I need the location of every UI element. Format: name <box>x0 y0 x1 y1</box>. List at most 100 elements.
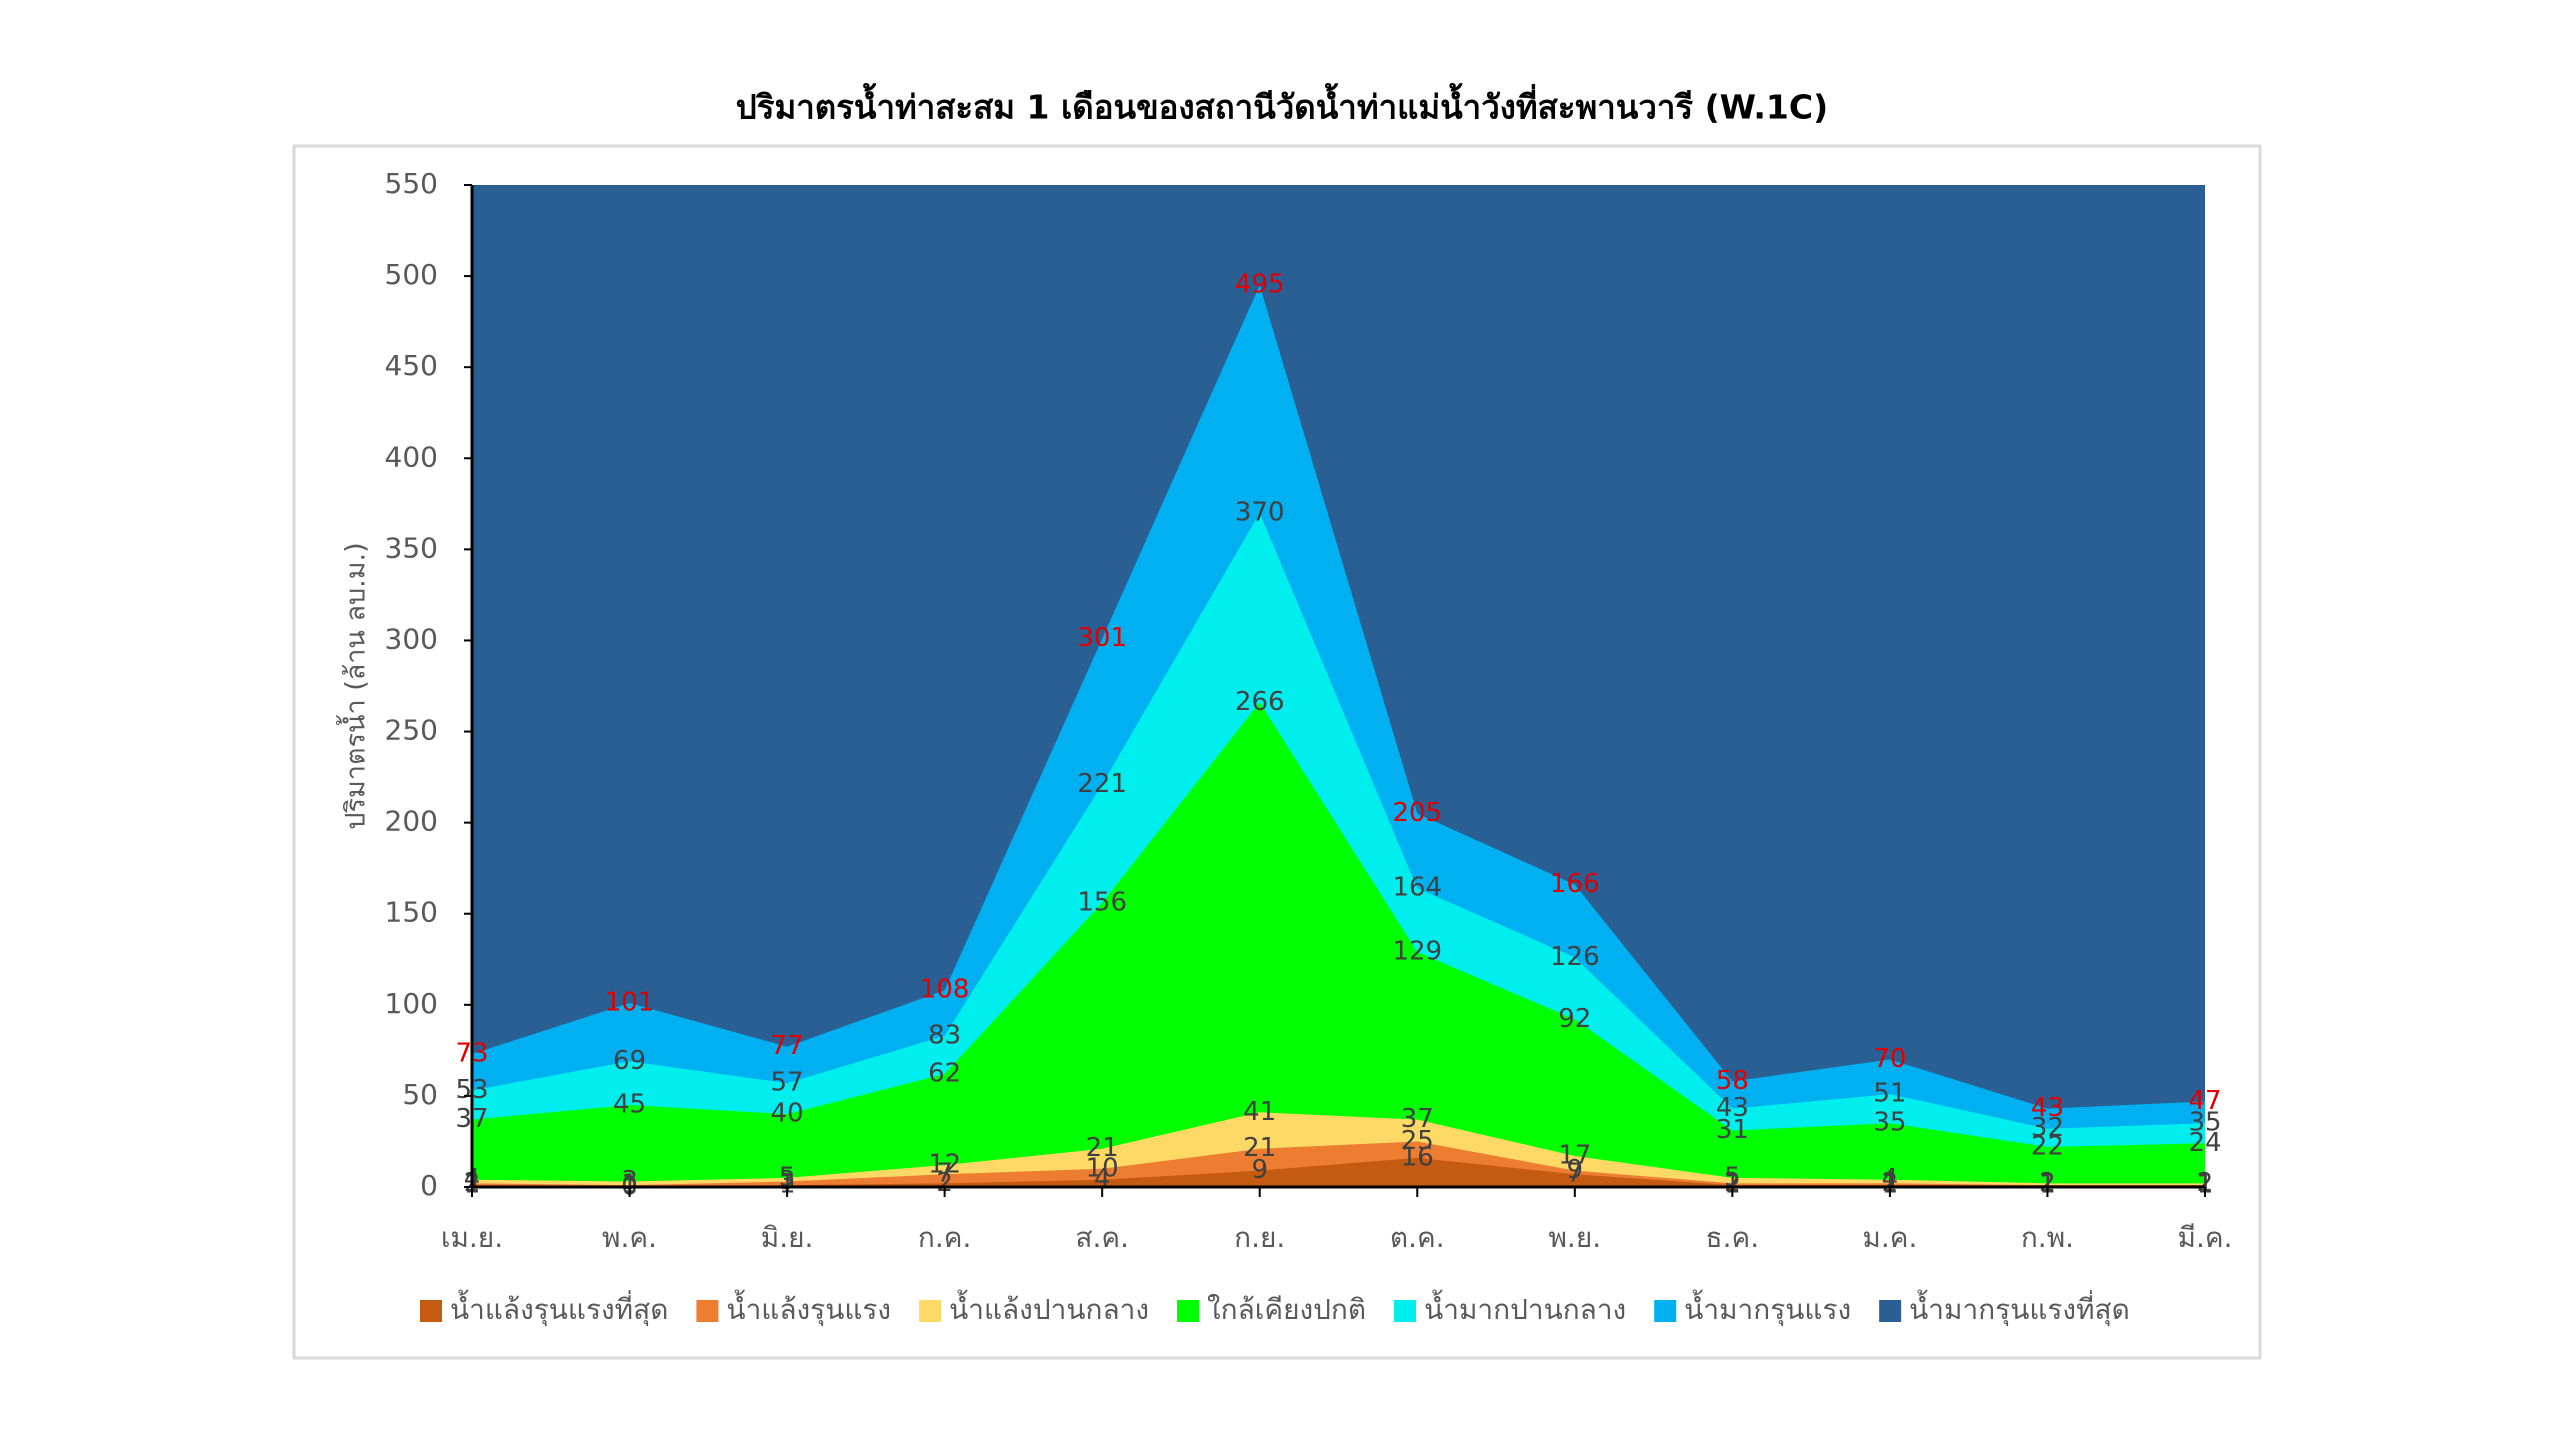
data-label: 12 <box>928 1150 961 1180</box>
data-label: 2 <box>2197 1168 2214 1198</box>
data-label: 83 <box>928 1020 961 1050</box>
data-label: 92 <box>1558 1004 1591 1034</box>
data-label: 40 <box>771 1099 804 1129</box>
legend-label: น้ำมากรุนแรงที่สุด <box>1909 1289 2130 1327</box>
legend-swatch <box>696 1300 719 1322</box>
legend-label: น้ำแล้งปานกลาง <box>949 1289 1149 1326</box>
data-label: 51 <box>1873 1079 1906 1109</box>
data-label: 370 <box>1235 497 1285 527</box>
data-label: 2 <box>2039 1168 2056 1198</box>
data-label: 57 <box>771 1068 804 1098</box>
data-label: 41 <box>1243 1097 1276 1127</box>
x-tick-label: ส.ค. <box>1075 1221 1129 1254</box>
y-tick-label: 0 <box>420 1169 438 1202</box>
legend-label: น้ำมากรุนแรง <box>1684 1289 1851 1327</box>
data-label: 7 <box>1567 1159 1584 1189</box>
area <box>472 702 2205 1187</box>
data-label: 22 <box>2031 1131 2064 1161</box>
x-tick-label: ธ.ค. <box>1706 1221 1760 1254</box>
data-label: 221 <box>1077 769 1127 799</box>
data-label: 3 <box>621 1166 638 1196</box>
data-label: 1 <box>2197 1170 2214 1200</box>
data-label: 5 <box>1724 1162 1741 1192</box>
data-label: 166 <box>1550 869 1600 899</box>
y-tick-label: 550 <box>385 167 438 200</box>
data-label: 7 <box>936 1159 953 1189</box>
data-label: 108 <box>920 975 970 1005</box>
x-tick-label: ม.ค. <box>1862 1221 1917 1254</box>
legend-swatch <box>1879 1300 1902 1322</box>
y-tick-label: 100 <box>385 987 438 1020</box>
legend-label: น้ำแล้งรุนแรงที่สุด <box>450 1289 668 1327</box>
data-label: 164 <box>1392 873 1442 903</box>
data-label: 17 <box>1558 1141 1591 1171</box>
data-label: 45 <box>613 1090 646 1120</box>
data-label: 205 <box>1392 798 1442 828</box>
data-label: 43 <box>2031 1093 2064 1123</box>
data-label: 2 <box>936 1168 953 1198</box>
data-label: 2 <box>1882 1168 1899 1198</box>
x-tick-label: มี.ค. <box>2178 1221 2233 1254</box>
data-label: 1 <box>1882 1170 1899 1200</box>
x-tick-label: ต.ค. <box>1390 1221 1445 1254</box>
y-axis-label: ปริมาตรน้ำ (ล้าน ลบ.ม.) <box>336 542 372 829</box>
y-tick-label: 250 <box>385 714 438 747</box>
legend-swatch <box>1654 1300 1677 1322</box>
data-label: 1 <box>2039 1170 2056 1200</box>
legend-swatch <box>1394 1300 1417 1322</box>
data-label: 21 <box>1243 1133 1276 1163</box>
data-label: 3 <box>779 1166 796 1196</box>
data-label: 77 <box>771 1031 804 1061</box>
y-tick-label: 500 <box>385 258 438 291</box>
x-tick-label: ก.ค. <box>918 1221 971 1254</box>
y-tick-label: 150 <box>385 896 438 929</box>
x-tick-label: พ.ค. <box>602 1221 657 1254</box>
legend-swatch <box>919 1300 942 1322</box>
x-tick-label: พ.ย. <box>1548 1221 1601 1254</box>
legend-swatch <box>1177 1300 1199 1322</box>
data-label: 1 <box>2039 1170 2056 1200</box>
data-label: 10 <box>1086 1153 1119 1183</box>
data-label: 24 <box>2188 1128 2221 1158</box>
data-label: 1 <box>1724 1170 1741 1200</box>
data-label: 58 <box>1716 1066 1749 1096</box>
data-label: 1 <box>779 1170 796 1200</box>
data-label: 32 <box>2031 1113 2064 1143</box>
data-label: 9 <box>1251 1155 1268 1185</box>
y-tick-label: 50 <box>402 1078 438 1111</box>
x-tick-label: ก.พ. <box>2021 1221 2074 1254</box>
data-label: 1 <box>621 1170 638 1200</box>
data-label: 2 <box>1724 1168 1741 1198</box>
y-tick-label: 300 <box>385 622 438 655</box>
data-label: 62 <box>928 1059 961 1089</box>
data-label: 31 <box>1716 1115 1749 1145</box>
x-tick-label: มิ.ย. <box>761 1221 814 1254</box>
data-label: 43 <box>1716 1093 1749 1123</box>
y-tick-label: 350 <box>385 531 438 564</box>
data-label: 70 <box>1873 1044 1906 1074</box>
data-label: 69 <box>613 1046 646 1076</box>
x-tick-label: เม.ย. <box>441 1221 503 1254</box>
area <box>472 1157 2205 1187</box>
data-label: 5 <box>779 1162 796 1192</box>
legend-label: น้ำมากปานกลาง <box>1424 1289 1626 1326</box>
data-label: 101 <box>605 987 655 1017</box>
data-label: 156 <box>1077 887 1127 917</box>
legend-label: น้ำแล้งรุนแรง <box>726 1289 891 1327</box>
data-label: 37 <box>1401 1104 1434 1134</box>
y-tick-label: 400 <box>385 440 438 473</box>
data-label: 1 <box>2197 1170 2214 1200</box>
legend-swatch <box>420 1300 442 1322</box>
data-label: 301 <box>1077 623 1127 653</box>
legend-label: ใกล้เคียงปกติ <box>1207 1293 1366 1326</box>
data-label: 129 <box>1392 936 1442 966</box>
data-label: 16 <box>1401 1142 1434 1172</box>
y-tick-label: 450 <box>385 349 438 382</box>
x-tick-label: ก.ย. <box>1234 1221 1285 1254</box>
data-label: 126 <box>1550 942 1600 972</box>
data-label: 47 <box>2188 1086 2221 1116</box>
data-label: 21 <box>1086 1133 1119 1163</box>
data-label: 25 <box>1401 1126 1434 1156</box>
data-label: 9 <box>1567 1155 1584 1185</box>
